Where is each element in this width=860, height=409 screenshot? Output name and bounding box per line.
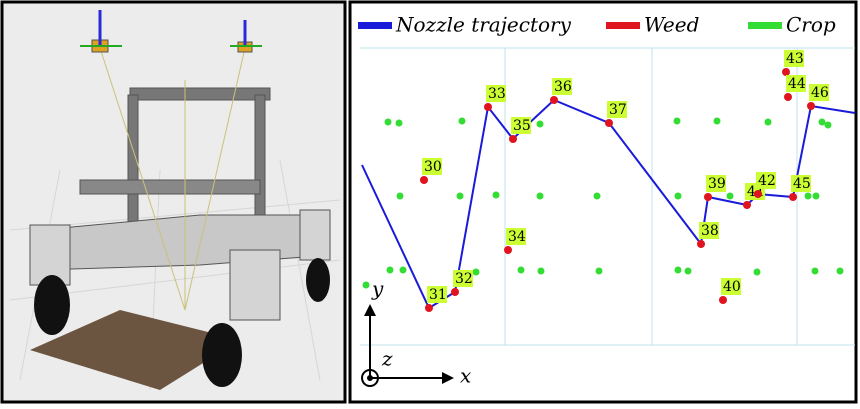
weed-label: 37: [609, 102, 627, 118]
weed: [550, 96, 558, 104]
weed: [754, 190, 762, 198]
weed-label: 31: [429, 287, 447, 303]
weed: [704, 193, 712, 201]
weed: [784, 93, 792, 101]
weed-label-bg: [791, 175, 811, 192]
weed-label-bg: [721, 278, 741, 295]
weed-label-bg: [809, 84, 829, 101]
weed-label: 39: [708, 176, 726, 192]
crop: [384, 118, 392, 126]
weed-label-bg: [784, 50, 804, 67]
weed-label: 42: [758, 173, 776, 189]
weed-label-bg: [511, 117, 531, 134]
weed-label: 40: [723, 279, 741, 295]
crop: [726, 192, 734, 200]
crop: [536, 192, 544, 200]
weed-label: 46: [811, 85, 829, 101]
legend-swatch: [606, 22, 640, 29]
weed-label: 30: [424, 159, 442, 175]
weed: [504, 246, 512, 254]
crop: [713, 117, 721, 125]
weed-label: 33: [488, 86, 506, 102]
weed: [807, 102, 815, 110]
weed-label: 38: [701, 223, 719, 239]
crop: [537, 267, 545, 275]
crop: [818, 118, 826, 126]
weed-label: 35: [513, 118, 531, 134]
legend-label: Crop: [786, 13, 836, 37]
weed-label-bg: [453, 270, 473, 287]
crop: [804, 192, 812, 200]
crop: [456, 192, 464, 200]
crop: [472, 268, 480, 276]
crop: [492, 191, 500, 199]
weed: [451, 288, 459, 296]
crop: [764, 118, 772, 126]
crop: [811, 267, 819, 275]
crop: [395, 119, 403, 127]
legend-label: Weed: [644, 13, 699, 37]
legend-swatch: [748, 22, 782, 29]
legend: Nozzle trajectory Weed Crop: [358, 13, 836, 37]
crop: [673, 117, 681, 125]
crop: [674, 192, 682, 200]
x-axis-label: x: [460, 364, 471, 388]
weed-label-bg: [427, 286, 447, 303]
crop: [595, 267, 603, 275]
weed-label: 36: [554, 79, 572, 95]
weed-label-bg: [756, 172, 776, 189]
weed: [697, 240, 705, 248]
crop: [399, 266, 407, 274]
weeds: 3031323334353637383940414243444546: [420, 50, 829, 312]
crop: [362, 281, 370, 289]
crop: [396, 192, 404, 200]
weed: [420, 176, 428, 184]
crop: [684, 267, 692, 275]
weed: [743, 201, 751, 209]
weed-label-bg: [506, 228, 526, 245]
weed-label-bg: [699, 222, 719, 239]
weed-label-bg: [786, 75, 806, 92]
frame-axes: [361, 304, 454, 387]
weed-label-bg: [552, 78, 572, 95]
crop: [836, 267, 844, 275]
weed: [789, 193, 797, 201]
crop: [458, 117, 466, 125]
crop: [536, 120, 544, 128]
weed: [509, 135, 517, 143]
weed-label: 45: [793, 176, 811, 192]
weed: [605, 119, 613, 127]
weed: [719, 296, 727, 304]
plot-panel: [348, 0, 858, 404]
weed: [782, 68, 790, 76]
robot-render: [9, 10, 341, 391]
legend-label: Nozzle trajectory: [395, 13, 572, 37]
crop: [517, 266, 525, 274]
crops: [362, 117, 844, 289]
weed: [425, 304, 433, 312]
weed: [484, 103, 492, 111]
weed-label-bg: [607, 101, 627, 118]
weed-label-bg: [486, 85, 506, 102]
crop: [386, 266, 394, 274]
weed-label: 32: [455, 271, 473, 287]
weed-label-bg: [706, 175, 726, 192]
crop: [812, 192, 820, 200]
weed-label-bg: [422, 158, 442, 175]
y-axis-label: y: [371, 277, 384, 301]
crop: [753, 268, 761, 276]
weed-label: 34: [508, 229, 526, 245]
crop: [593, 192, 601, 200]
z-axis-label: z: [381, 347, 393, 371]
crop: [824, 121, 832, 129]
weed-label: 43: [786, 51, 804, 67]
crop: [674, 266, 682, 274]
legend-swatch: [358, 22, 392, 29]
weed-label: 44: [788, 76, 806, 92]
